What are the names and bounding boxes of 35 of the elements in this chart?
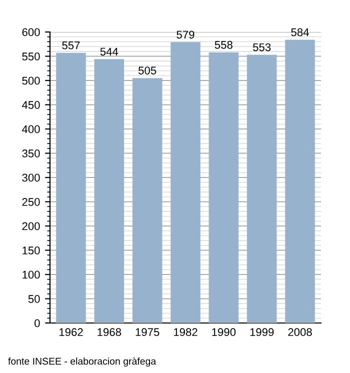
y-tick-label: 50 [28, 295, 40, 303]
y-tick-label: 400 [22, 125, 40, 134]
data-label: 505 [138, 66, 156, 74]
x-tick-label: 1968 [98, 328, 122, 336]
bar [208, 52, 239, 323]
bar [285, 40, 315, 323]
source-note: fonte INSEE - elaboracion gràfega [8, 357, 156, 367]
bar [170, 42, 200, 323]
x-tick-label: 1975 [136, 328, 160, 336]
bar [94, 59, 124, 323]
bar [132, 78, 162, 323]
bar [246, 54, 277, 323]
y-tick-label: 0 [34, 319, 40, 328]
data-label: 557 [62, 42, 80, 50]
y-tick-label: 450 [22, 101, 40, 109]
y-tick-label: 150 [22, 246, 40, 254]
y-tick-label: 200 [22, 222, 40, 230]
data-label: 544 [100, 48, 118, 56]
bar [56, 52, 86, 323]
y-tick-label: 350 [22, 150, 40, 158]
y-tick-label: 550 [22, 52, 40, 60]
y-tick-label: 100 [22, 270, 40, 279]
x-tick-label: 1999 [250, 328, 274, 336]
data-label: 579 [176, 30, 194, 39]
x-tick-label: 1982 [174, 328, 198, 336]
data-label: 584 [291, 28, 309, 36]
x-tick-label: 2008 [288, 328, 312, 336]
y-tick-label: 300 [22, 174, 40, 182]
y-tick-label: 600 [22, 28, 40, 36]
x-tick-label: 1990 [212, 328, 236, 336]
data-label: 558 [214, 40, 232, 49]
x-tick-label: 1962 [59, 328, 83, 336]
y-tick-label: 500 [22, 76, 40, 85]
data-label: 553 [253, 43, 271, 52]
y-tick-label: 250 [22, 198, 40, 206]
